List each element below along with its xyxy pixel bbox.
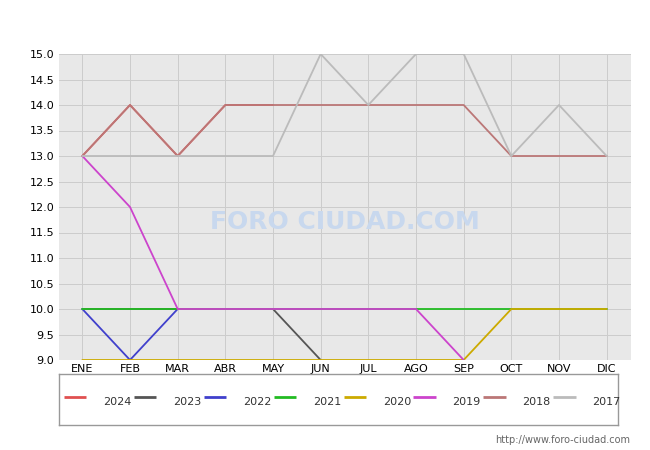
Text: Afiliados en Castilfalé a 31/5/2024: Afiliados en Castilfalé a 31/5/2024 xyxy=(170,14,480,33)
Text: 2023: 2023 xyxy=(173,397,202,407)
Text: 2018: 2018 xyxy=(523,397,551,407)
Text: 2020: 2020 xyxy=(383,397,411,407)
Text: 2024: 2024 xyxy=(103,397,131,407)
Text: FORO CIUDAD.COM: FORO CIUDAD.COM xyxy=(209,210,480,234)
Text: http://www.foro-ciudad.com: http://www.foro-ciudad.com xyxy=(495,435,630,445)
Text: 2022: 2022 xyxy=(243,397,271,407)
Text: 2017: 2017 xyxy=(592,397,621,407)
Text: 2021: 2021 xyxy=(313,397,341,407)
Text: 2019: 2019 xyxy=(452,397,481,407)
